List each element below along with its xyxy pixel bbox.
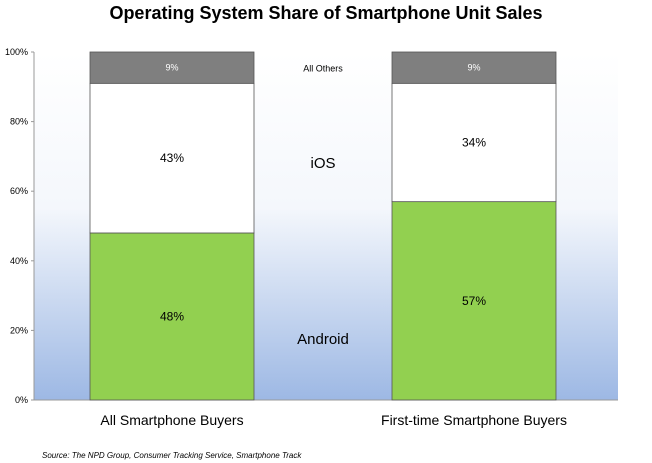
- data-label-android-2: 57%: [462, 294, 486, 308]
- bar-ios-2: [391, 82, 557, 203]
- data-label-all-others-2: 9%: [467, 63, 480, 73]
- data-label-ios-2: 34%: [462, 135, 486, 149]
- category-label: All Smartphone Buyers: [100, 412, 243, 428]
- data-label-android-1: 48%: [160, 309, 184, 323]
- source-note: Source: The NPD Group, Consumer Tracking…: [42, 451, 302, 460]
- series-label-android: Android: [297, 331, 349, 348]
- data-label-ios-1: 43%: [160, 151, 184, 165]
- bar-ios-1: [89, 82, 255, 234]
- y-tick-label: 20%: [10, 325, 28, 335]
- bar-all-others-1: [89, 51, 255, 84]
- y-tick-label: 80%: [10, 117, 28, 127]
- y-tick-label: 0%: [15, 395, 28, 405]
- y-tick-label: 60%: [10, 186, 28, 196]
- bar-all-others-2: [391, 51, 557, 84]
- chart-title: Operating System Share of Smartphone Uni…: [109, 3, 543, 23]
- y-tick-label: 100%: [5, 47, 28, 57]
- y-tick-label: 40%: [10, 256, 28, 266]
- series-label-all-others: All Others: [303, 64, 343, 74]
- bar-android-2: [391, 201, 557, 401]
- bar-android-1: [89, 232, 255, 401]
- series-label-ios: iOS: [310, 155, 335, 172]
- category-label: First-time Smartphone Buyers: [381, 412, 567, 428]
- data-label-all-others-1: 9%: [165, 63, 178, 73]
